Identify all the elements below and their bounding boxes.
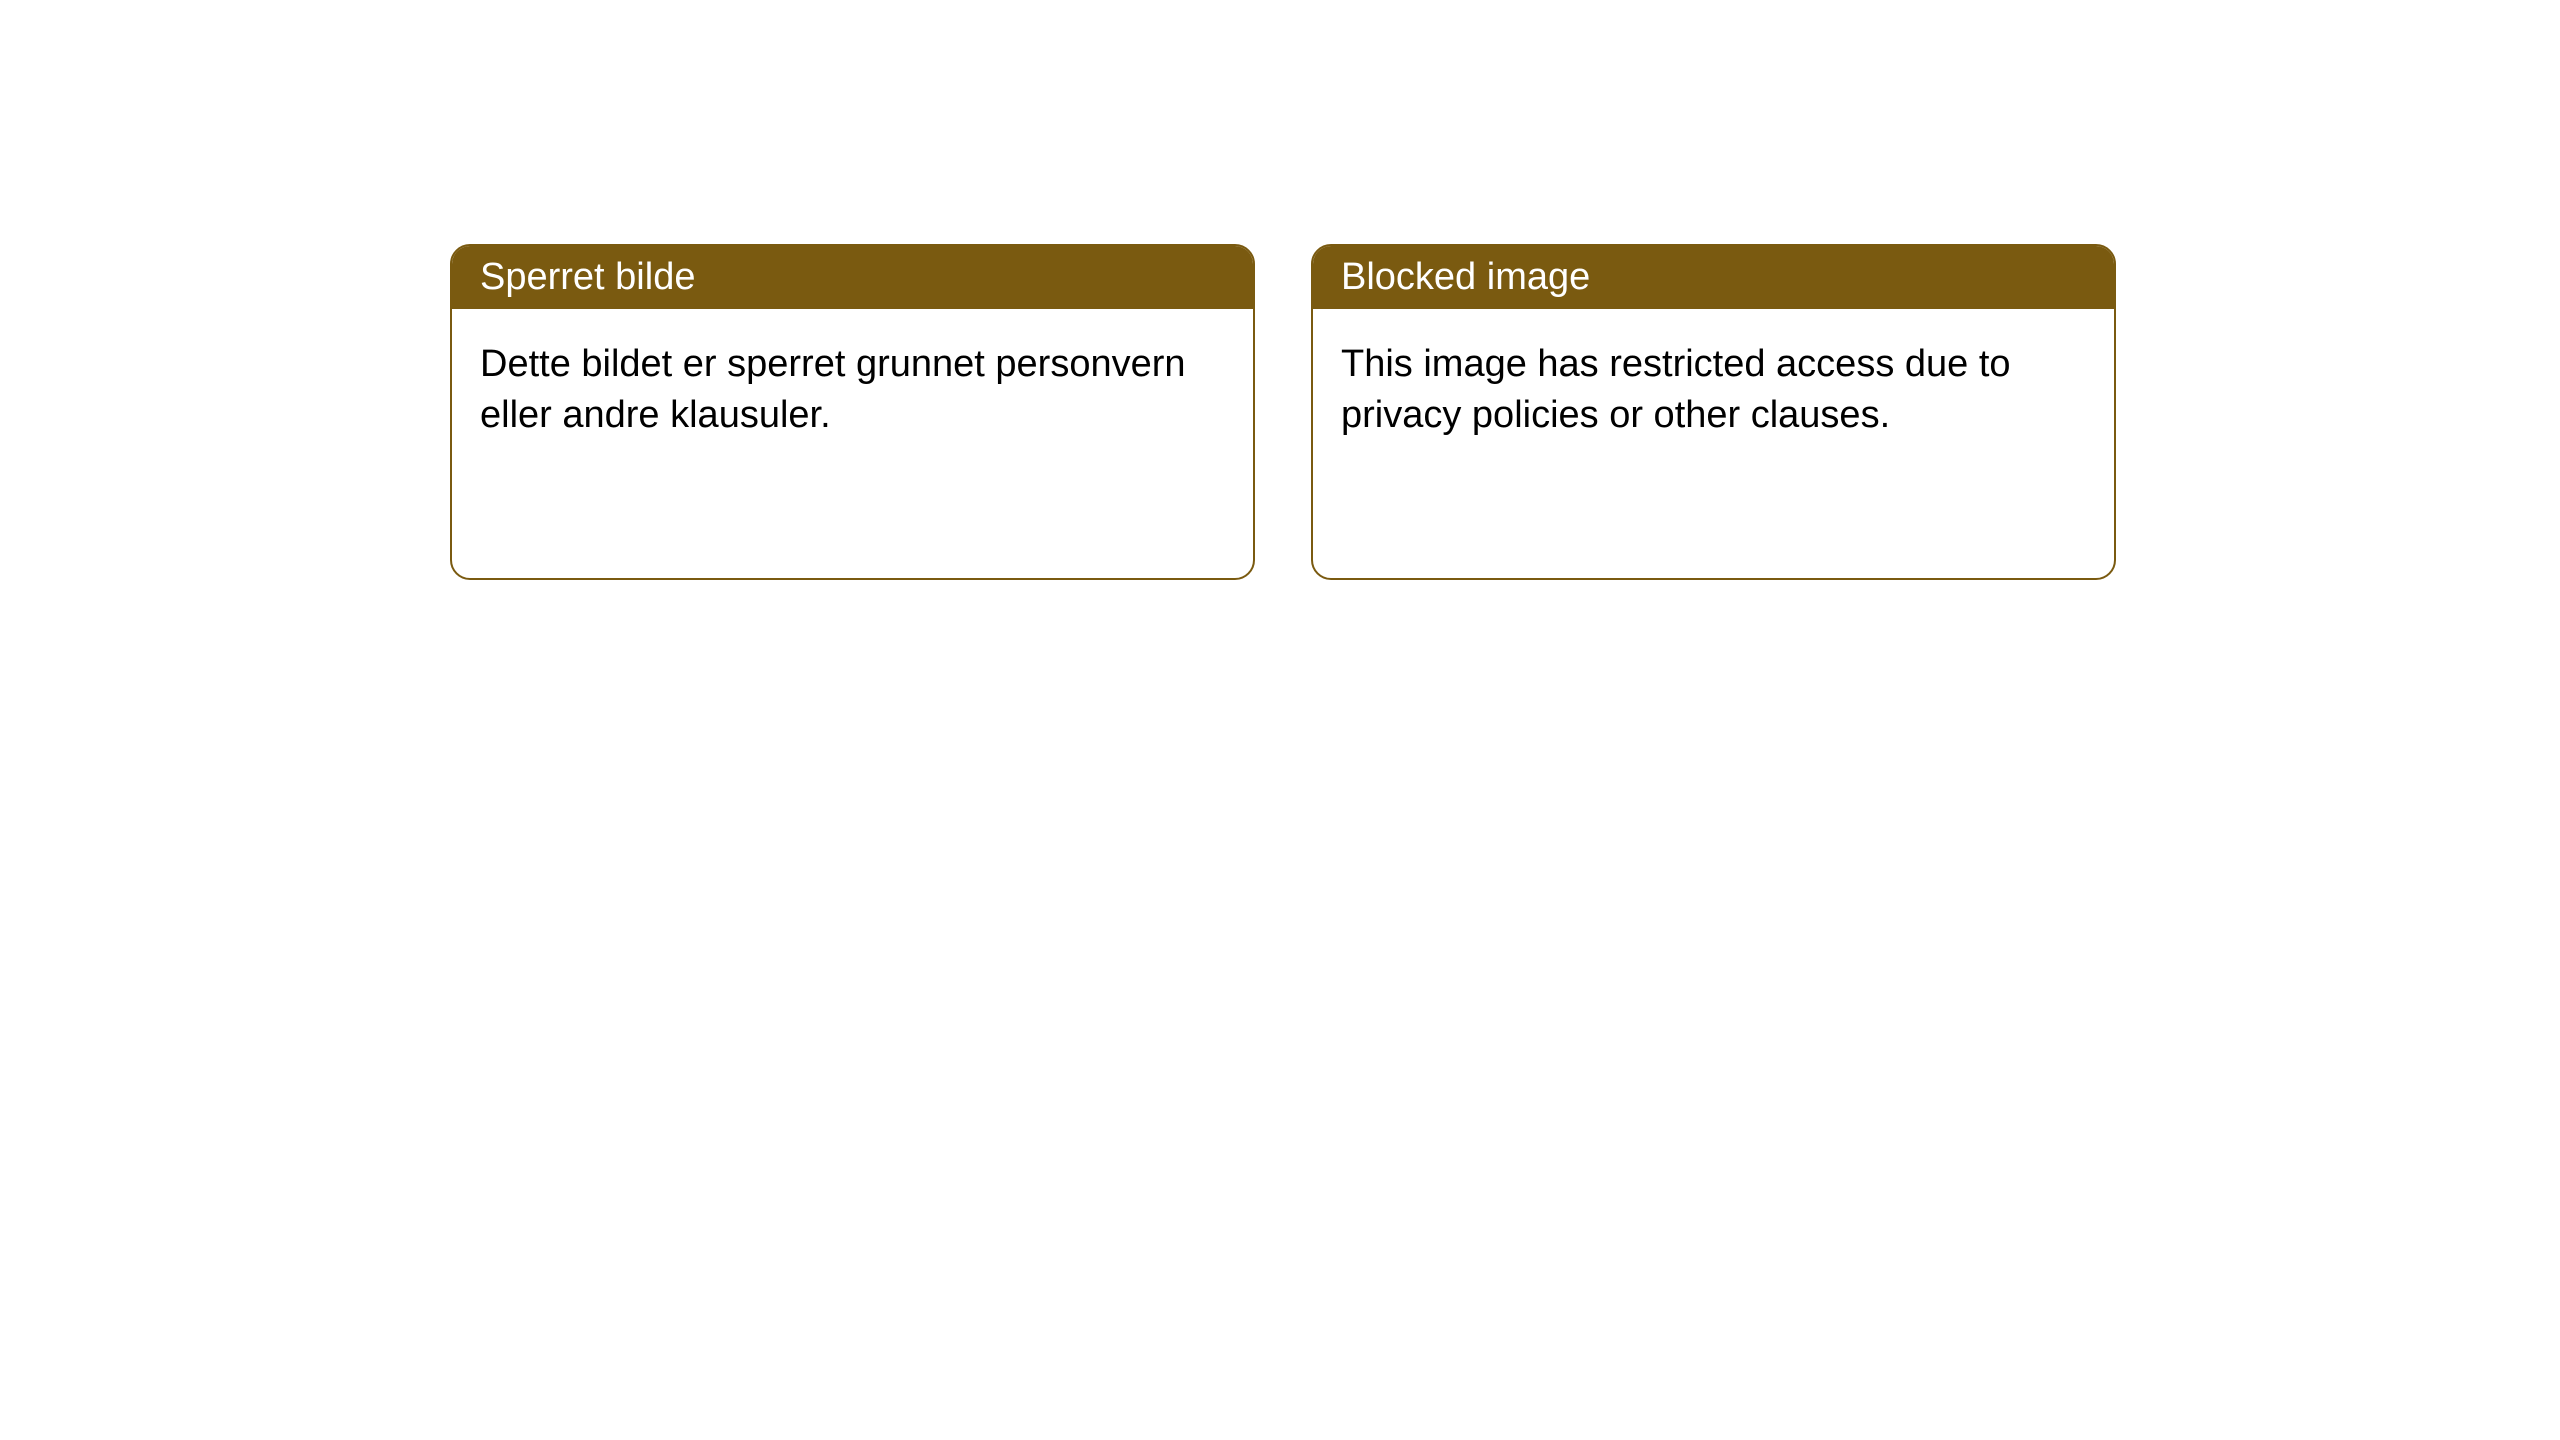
card-body: Dette bildet er sperret grunnet personve… [452, 309, 1253, 472]
card-header: Sperret bilde [452, 246, 1253, 309]
notice-card-norwegian: Sperret bilde Dette bildet er sperret gr… [450, 244, 1255, 580]
notice-card-english: Blocked image This image has restricted … [1311, 244, 2116, 580]
card-body: This image has restricted access due to … [1313, 309, 2114, 472]
card-header: Blocked image [1313, 246, 2114, 309]
notice-container: Sperret bilde Dette bildet er sperret gr… [0, 0, 2560, 580]
